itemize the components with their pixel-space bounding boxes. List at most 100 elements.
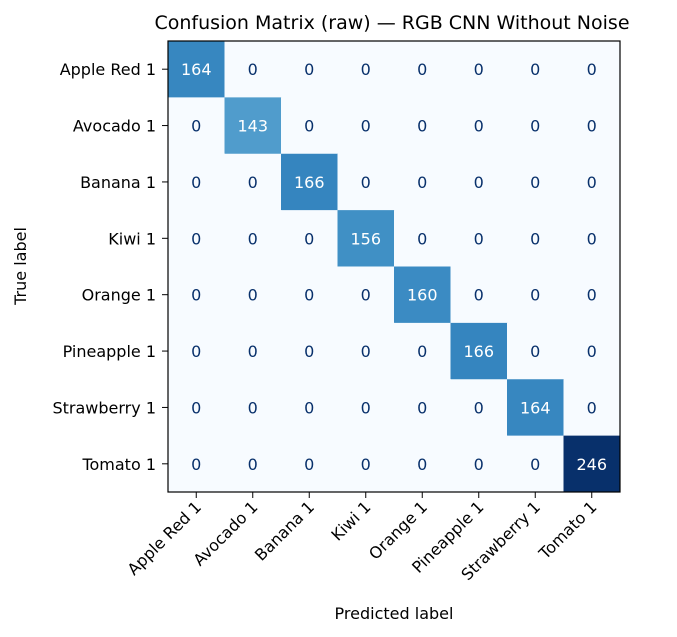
cell-value-label: 0 [587, 229, 597, 248]
matrix-cell [337, 379, 395, 437]
cell-value-label: 0 [191, 455, 201, 474]
cell-value-label: 0 [587, 342, 597, 361]
cell-value-label: 0 [191, 229, 201, 248]
matrix-cell [507, 97, 564, 155]
chart-title: Confusion Matrix (raw) — RGB CNN Without… [154, 12, 629, 34]
y-tick-label: Tomato 1 [81, 455, 156, 474]
matrix-cell [337, 210, 395, 267]
matrix-cell [281, 210, 338, 267]
cell-value-label: 0 [248, 342, 258, 361]
matrix-cell [168, 41, 225, 98]
matrix-cell [507, 322, 564, 380]
matrix-cell [168, 435, 225, 493]
cell-value-label: 0 [530, 455, 540, 474]
matrix-cell [337, 41, 395, 98]
matrix-cell [563, 435, 621, 493]
y-tick-label: Apple Red 1 [60, 60, 156, 79]
cell-value-label: 0 [417, 60, 427, 79]
y-axis-label: True label [11, 227, 30, 306]
matrix-cell [450, 266, 508, 324]
x-tick-label: Kiwi 1 [327, 497, 374, 544]
matrix-cell [224, 379, 282, 437]
matrix-cell [337, 322, 395, 380]
matrix-cell [450, 379, 508, 437]
cell-value-label: 0 [587, 60, 597, 79]
cell-value-label: 0 [417, 117, 427, 136]
cell-value-label: 0 [304, 229, 314, 248]
cell-value-label: 0 [248, 60, 258, 79]
matrix-cell [224, 153, 282, 211]
matrix-cell [563, 210, 621, 267]
cell-value-label: 0 [417, 342, 427, 361]
cell-value-label: 0 [248, 286, 258, 305]
matrix-cell [563, 379, 621, 437]
matrix-cell [224, 266, 282, 324]
matrix-cell [224, 435, 282, 493]
matrix-cell [337, 97, 395, 155]
matrix-cell [507, 210, 564, 267]
matrix-cell [394, 41, 451, 98]
y-tick-label: Avocado 1 [73, 117, 156, 136]
matrix-cell [281, 153, 338, 211]
matrix-cell [507, 266, 564, 324]
matrix-cell [507, 379, 564, 437]
cell-value-label: 0 [191, 173, 201, 192]
cell-value-label: 0 [304, 455, 314, 474]
cell-value-label: 0 [474, 229, 484, 248]
cell-value-label: 0 [530, 60, 540, 79]
cell-value-label: 0 [361, 173, 371, 192]
cell-value-label: 0 [191, 117, 201, 136]
cell-value-label: 164 [181, 60, 212, 79]
matrix-cell [563, 266, 621, 324]
y-tick-label: Orange 1 [82, 286, 156, 305]
matrix-cell [450, 153, 508, 211]
matrix-cell [563, 153, 621, 211]
plot-frame [167, 40, 621, 493]
cell-value-label: 0 [530, 117, 540, 136]
cell-value-label: 0 [304, 342, 314, 361]
cell-value-label: 0 [530, 286, 540, 305]
matrix-cell [507, 41, 564, 98]
cell-value-label: 0 [587, 398, 597, 417]
cell-value-label: 0 [191, 342, 201, 361]
cell-value-label: 0 [361, 342, 371, 361]
matrix-cell [168, 266, 225, 324]
x-axis-label: Predicted label [335, 604, 454, 623]
matrix-cell [507, 153, 564, 211]
matrix-cell [168, 210, 225, 267]
matrix-cell [168, 97, 225, 155]
matrix-cell [394, 435, 451, 493]
cell-value-label: 166 [463, 342, 494, 361]
matrix-cell [224, 41, 282, 98]
cell-value-label: 0 [361, 286, 371, 305]
y-tick-label: Pineapple 1 [63, 342, 156, 361]
cell-value-label: 0 [474, 286, 484, 305]
matrix-cell [168, 153, 225, 211]
cell-value-label: 0 [587, 117, 597, 136]
cell-value-label: 160 [407, 286, 438, 305]
matrix-cell [281, 41, 338, 98]
cell-value-label: 0 [474, 117, 484, 136]
matrix-cell [563, 322, 621, 380]
cell-value-label: 0 [191, 398, 201, 417]
matrix-cell [450, 210, 508, 267]
matrix-cell [337, 266, 395, 324]
matrix-cell [394, 322, 451, 380]
cell-value-label: 0 [304, 117, 314, 136]
cell-value-label: 0 [248, 398, 258, 417]
matrix-cell [450, 435, 508, 493]
matrix-cell [563, 41, 621, 98]
cell-value-label: 0 [474, 455, 484, 474]
matrix-cell [224, 210, 282, 267]
cell-value-label: 0 [304, 398, 314, 417]
matrix-cell [394, 379, 451, 437]
matrix-cell [507, 435, 564, 493]
cell-value-label: 0 [417, 173, 427, 192]
matrix-cell [281, 435, 338, 493]
y-axis-ticks: Apple Red 1 Avocado 1 Banana 1 Kiwi 1 Orange… [52, 60, 168, 474]
matrix-cell [281, 322, 338, 380]
cell-value-label: 0 [474, 60, 484, 79]
matrix-cell [337, 153, 395, 211]
cell-value-label: 0 [361, 455, 371, 474]
